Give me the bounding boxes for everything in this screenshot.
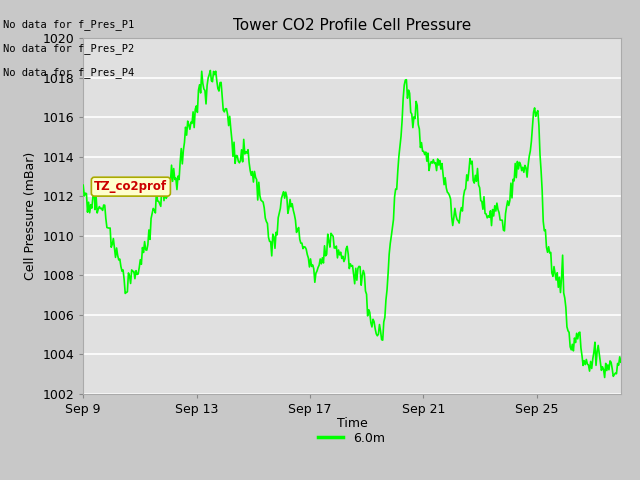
Y-axis label: Cell Pressure (mBar): Cell Pressure (mBar) xyxy=(24,152,36,280)
Title: Tower CO2 Profile Cell Pressure: Tower CO2 Profile Cell Pressure xyxy=(233,18,471,33)
Legend: 6.0m: 6.0m xyxy=(314,427,390,449)
Text: No data for f_Pres_P2: No data for f_Pres_P2 xyxy=(3,43,134,54)
Text: No data for f_Pres_P4: No data for f_Pres_P4 xyxy=(3,67,134,78)
Text: TZ_co2prof: TZ_co2prof xyxy=(94,180,168,193)
X-axis label: Time: Time xyxy=(337,417,367,430)
Text: No data for f_Pres_P1: No data for f_Pres_P1 xyxy=(3,19,134,30)
